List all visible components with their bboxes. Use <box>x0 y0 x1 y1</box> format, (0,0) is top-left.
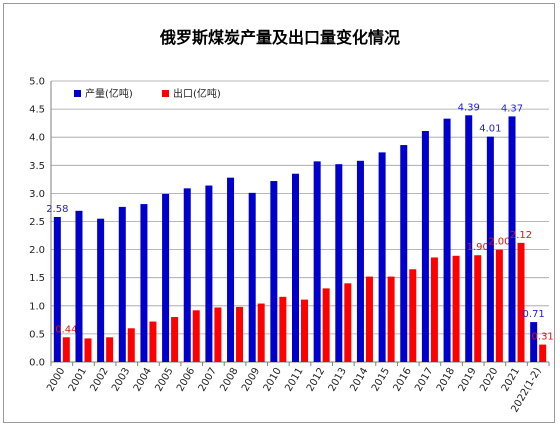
data-label-export: 0.44 <box>55 324 77 335</box>
y-tick-label: 4.0 <box>29 133 45 144</box>
bar-production <box>443 118 451 363</box>
bar-production <box>97 218 105 362</box>
data-label-production: 4.37 <box>501 103 523 114</box>
bar-export <box>84 338 92 362</box>
bar-production <box>227 177 235 362</box>
x-tick-label: 2000 <box>45 366 67 394</box>
y-tick-label: 3.5 <box>29 161 45 172</box>
x-tick-label: 2017 <box>413 366 435 394</box>
x-tick-label: 2013 <box>327 366 349 394</box>
x-tick-label: 2007 <box>197 366 219 394</box>
bar-export <box>192 310 200 362</box>
bar-export <box>409 269 417 362</box>
x-tick-label: 2002 <box>88 366 110 394</box>
bar-production <box>356 160 364 362</box>
y-tick-label: 3.0 <box>29 189 45 200</box>
legend-label-production: 产量(亿吨) <box>85 87 133 100</box>
x-tick-label: 2004 <box>132 366 154 394</box>
y-tick-label: 1.0 <box>29 301 45 312</box>
bar-export <box>171 317 179 362</box>
data-label-production: 4.39 <box>458 102 480 113</box>
y-tick-label: 5.0 <box>29 77 45 88</box>
x-tick-label: 2012 <box>305 366 327 394</box>
bar-production <box>248 192 256 362</box>
bar-production <box>313 161 321 362</box>
bar-production <box>205 185 213 362</box>
chart-title: 俄罗斯煤炭产量及出口量变化情况 <box>159 28 400 47</box>
x-tick-label: 2020 <box>478 366 500 394</box>
bar-production <box>335 164 343 362</box>
x-tick-label: 2021 <box>500 366 522 394</box>
x-tick-label: 2011 <box>283 366 305 394</box>
x-tick-label: 2006 <box>175 366 197 394</box>
bar-production <box>270 181 278 362</box>
bar-export <box>127 328 135 362</box>
bar-export <box>279 296 287 362</box>
x-tick-label: 2010 <box>262 366 284 394</box>
x-tick-label: 2001 <box>67 366 89 394</box>
legend-label-export: 出口(亿吨) <box>173 87 221 100</box>
x-tick-label: 2016 <box>392 366 414 394</box>
bar-export <box>539 344 547 362</box>
x-tick-label: 2009 <box>240 366 262 394</box>
bar-export <box>474 255 482 362</box>
data-label-export: 2.00 <box>488 237 510 248</box>
y-tick-label: 0.5 <box>29 329 45 340</box>
data-label-export: 2.12 <box>510 230 532 241</box>
bar-production <box>530 322 538 362</box>
legend-swatch-production <box>74 90 81 97</box>
y-tick-label: 2.0 <box>29 245 45 256</box>
data-label-production: 0.71 <box>523 309 545 320</box>
bar-production <box>118 206 126 362</box>
bar-export <box>214 307 222 362</box>
y-tick-label: 2.5 <box>29 217 45 228</box>
bar-production <box>183 188 191 362</box>
bar-export <box>149 321 157 362</box>
bar-export <box>322 288 330 362</box>
bar-export <box>495 249 503 362</box>
data-label-production: 4.01 <box>479 124 501 135</box>
bar-export <box>517 242 525 362</box>
x-tick-label: 2005 <box>153 366 175 394</box>
bar-production <box>421 131 429 362</box>
x-tick-label: 2014 <box>348 366 370 394</box>
bar-production <box>140 204 148 362</box>
x-tick-label: 2003 <box>110 366 132 394</box>
bar-export <box>387 276 395 362</box>
bar-production <box>400 145 408 362</box>
bar-chart: 0.0 0.5 1.0 1.5 2.0 2.5 3.0 3.5 4.0 4.5 5.0 2.58 0.4… <box>29 77 554 415</box>
bar-export <box>365 276 373 362</box>
bar-export <box>257 303 265 362</box>
x-tick-label: 2015 <box>370 366 392 394</box>
bar-production <box>378 152 386 362</box>
bar-export <box>62 337 70 362</box>
x-tick-label: 2018 <box>435 366 457 394</box>
bar-production <box>508 116 516 362</box>
bar-export <box>236 306 244 362</box>
bar-export <box>344 283 352 362</box>
bar-export <box>430 257 438 362</box>
data-label-production: 2.58 <box>46 204 68 215</box>
bar-export <box>452 255 460 362</box>
bar-production <box>486 136 494 362</box>
bar-production <box>292 173 299 362</box>
legend-swatch-export <box>162 90 169 97</box>
x-tick-label: 2019 <box>457 366 479 394</box>
y-tick-label: 1.5 <box>29 273 45 284</box>
data-label-export: 0.31 <box>532 332 554 343</box>
bar-export <box>106 337 114 362</box>
bar-production <box>465 115 473 362</box>
bar-production <box>75 210 83 362</box>
chart-frame: 俄罗斯煤炭产量及出口量变化情况 0.0 0.5 1.0 1.5 2.0 2.5 3.0 3.5… <box>3 3 555 423</box>
y-tick-label: 4.5 <box>29 105 45 116</box>
y-tick-label: 0.0 <box>29 358 45 369</box>
bar-production <box>162 193 170 362</box>
data-label-export: 1.90 <box>467 242 489 253</box>
bar-production <box>53 217 61 362</box>
x-tick-label: 2008 <box>218 366 240 394</box>
bar-export <box>301 299 308 362</box>
